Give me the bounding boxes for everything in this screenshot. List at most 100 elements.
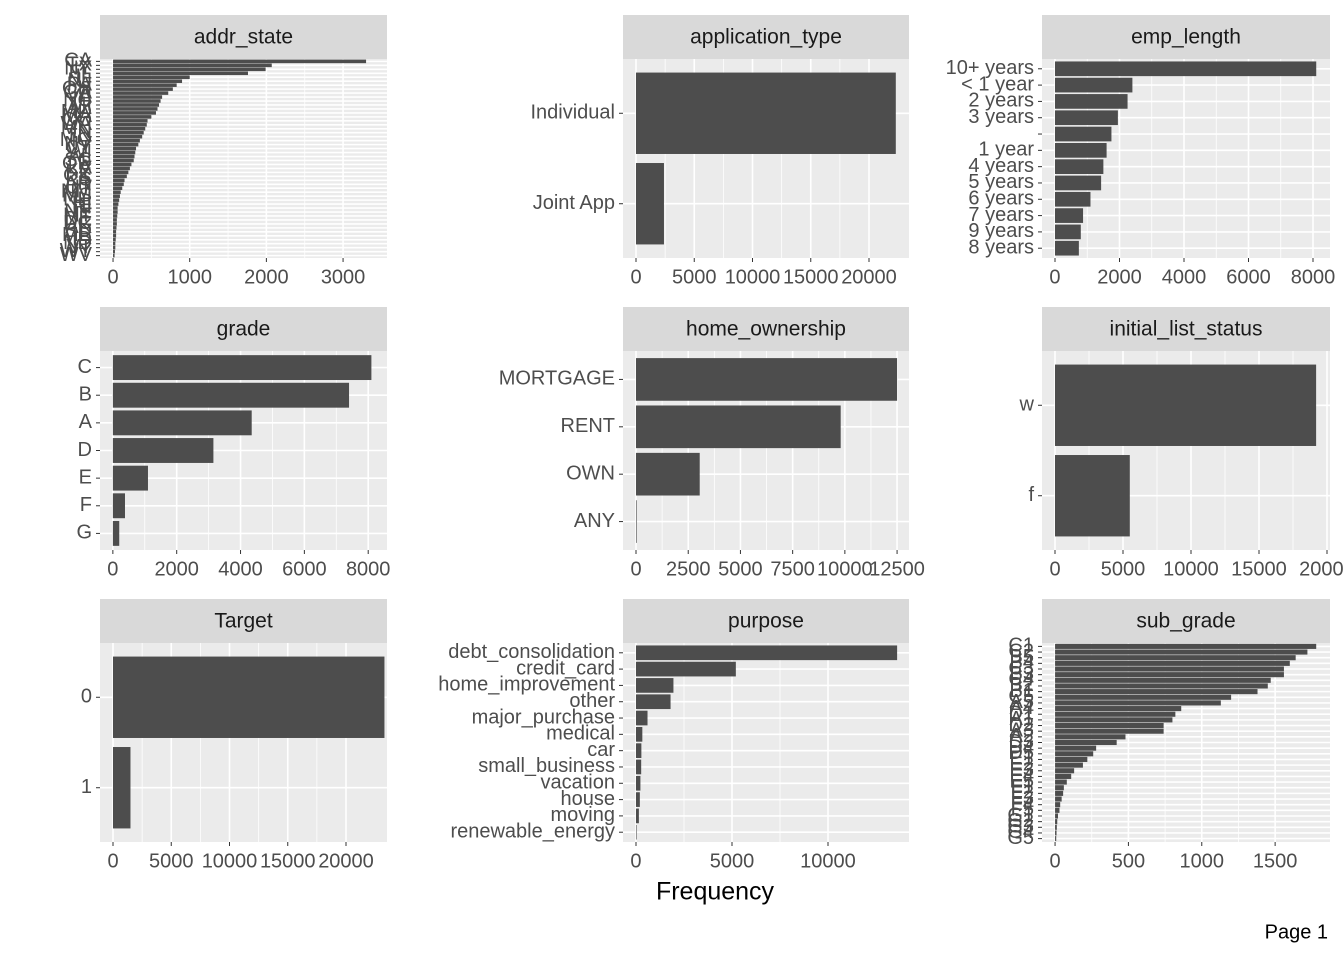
y-tick-label: major_purchase: [472, 706, 615, 728]
y-tick-label: MS: [62, 184, 92, 206]
bar: [635, 678, 674, 693]
y-tick-label: moving: [551, 804, 615, 826]
y-tick-label: E4: [1010, 765, 1034, 787]
bar: [113, 206, 118, 210]
bar: [1055, 683, 1268, 689]
x-tick-label: 3000: [321, 266, 366, 288]
y-tick-label: C4: [1008, 669, 1034, 691]
x-tick-label: 0: [630, 266, 641, 288]
bar: [113, 656, 385, 738]
bar: [113, 245, 116, 250]
y-tick-label: CT: [65, 137, 92, 159]
bar: [1055, 722, 1164, 729]
bar: [1054, 126, 1112, 142]
bar: [635, 727, 643, 742]
bar: [1054, 240, 1079, 256]
y-tick-label: SD: [64, 220, 92, 242]
y-tick-label: RENT: [561, 415, 615, 437]
bar: [113, 67, 266, 72]
y-tick-label: G: [76, 522, 92, 544]
y-tick-label: E3: [1010, 759, 1034, 781]
bar: [1055, 649, 1308, 655]
bar: [113, 134, 143, 139]
y-tick-label: C1: [1008, 635, 1034, 657]
bar: [1055, 773, 1072, 779]
bar: [113, 111, 156, 115]
y-tick-label: CO: [62, 109, 92, 131]
bar: [113, 170, 129, 175]
y-tick-label: IL: [75, 66, 92, 88]
bar: [113, 150, 136, 155]
bar: [635, 808, 639, 824]
y-tick-label: w: [1019, 394, 1035, 416]
x-tick-label: 2500: [666, 558, 711, 580]
y-tick-label: A4: [1010, 697, 1034, 719]
bar: [113, 146, 137, 151]
bar: [1054, 224, 1081, 240]
y-tick-label: ND: [63, 232, 92, 254]
y-tick-label: NM: [61, 180, 92, 202]
y-tick-label: f: [1028, 484, 1034, 506]
bar: [635, 743, 642, 758]
x-tick-label: 1500: [1253, 850, 1298, 872]
x-tick-label: 6000: [282, 558, 327, 580]
bar: [112, 355, 372, 381]
y-tick-label: D3: [1008, 731, 1034, 753]
bar: [113, 230, 117, 234]
bar: [113, 123, 147, 127]
y-tick-label: DE: [64, 208, 92, 230]
y-tick-label: E2: [1010, 753, 1034, 775]
y-tick-label: MN: [61, 117, 92, 139]
bar: [635, 645, 898, 661]
bar: [112, 520, 120, 546]
strip: [1042, 599, 1330, 643]
y-tick-label: D4: [1008, 736, 1034, 758]
y-tick-label: 1: [81, 776, 92, 798]
y-tick-label: G5: [1007, 827, 1034, 849]
bar: [636, 358, 898, 401]
y-tick-label: A: [79, 411, 93, 433]
y-tick-label: 1 year: [978, 139, 1034, 161]
y-tick-label: ANY: [574, 510, 615, 532]
y-tick-label: AK: [65, 216, 92, 238]
y-tick-label: medical: [546, 723, 615, 745]
y-tick-label: Joint App: [533, 192, 615, 214]
x-tick-label: 20000: [841, 266, 897, 288]
y-tick-label: KY: [65, 161, 92, 183]
y-tick-label: debt_consolidation: [448, 641, 615, 663]
y-tick-label: PA: [67, 73, 93, 95]
x-tick-label: 4000: [218, 558, 263, 580]
bar: [113, 253, 115, 258]
bar: [1055, 779, 1067, 785]
bar: [1055, 802, 1061, 808]
bar: [1055, 734, 1126, 740]
x-tick-label: 10000: [800, 850, 856, 872]
bar: [1055, 796, 1062, 802]
strip: [1042, 307, 1330, 351]
bar: [1054, 94, 1128, 109]
bar: [113, 162, 132, 167]
y-tick-label: F3: [1011, 787, 1034, 809]
y-tick-label: < 1 year: [961, 73, 1034, 95]
y-tick-label: ME: [62, 224, 92, 246]
bar: [1055, 455, 1130, 537]
y-tick-label: AZ: [66, 97, 92, 119]
y-tick-label: TX: [66, 54, 92, 76]
y-tick-label: WA: [61, 113, 93, 135]
bar: [113, 174, 127, 179]
bar: [113, 226, 117, 230]
bar: [1055, 807, 1060, 813]
bar: [635, 661, 736, 677]
y-tick-label: 8 years: [968, 236, 1034, 258]
bar: [113, 218, 117, 222]
y-tick-label: F: [80, 494, 92, 516]
y-tick-label: TN: [65, 125, 92, 147]
bar: [112, 465, 148, 491]
bar: [1055, 677, 1271, 683]
y-tick-label: other: [569, 690, 615, 712]
y-tick-label: B1: [1010, 680, 1034, 702]
bar: [1054, 143, 1107, 158]
x-tick-label: 0: [1049, 850, 1060, 872]
x-tick-label: 5000: [718, 558, 763, 580]
y-tick-label: MORTGAGE: [499, 368, 615, 390]
